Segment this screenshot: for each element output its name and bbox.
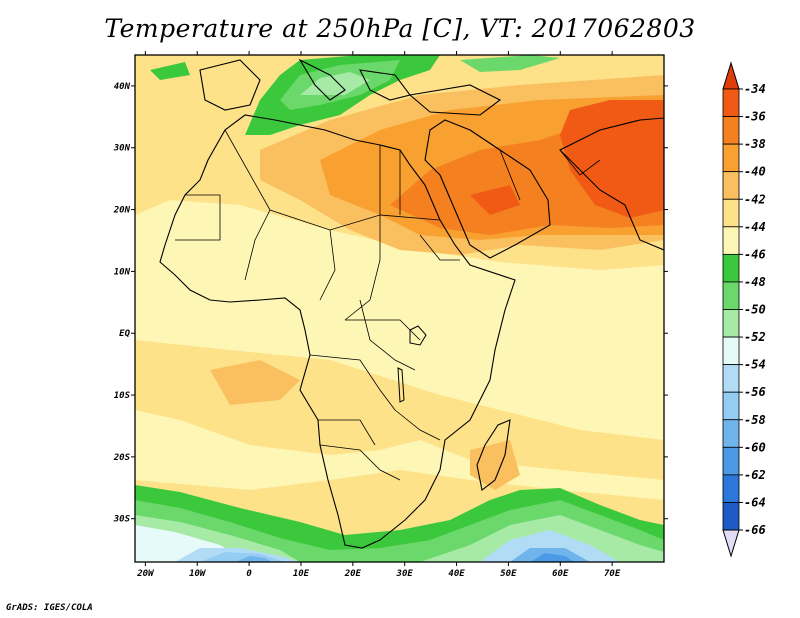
lon-tick-labels: 20W 10W 0 10E 20E 30E 40E 50E 60E 70E: [136, 51, 621, 579]
colorbar: -34 -36 -38 -40 -42 -44 -46 -48 -50 -52 -54 -56 -58 -…: [722, 61, 766, 558]
lon-tick-label: 30E: [396, 569, 414, 579]
colorbar-swatch: [722, 171, 740, 200]
arabia-coast: [424, 119, 551, 259]
colorbar-swatch: [722, 116, 740, 145]
lon-tick-label: 60E: [552, 569, 569, 579]
lat-tick-label: 10S: [114, 391, 131, 401]
coastlines: [159, 58, 664, 549]
temperature-field: [135, 55, 664, 562]
lat-tick-label: 30N: [113, 144, 131, 154]
turkey-coast: [408, 84, 502, 116]
south-asia-coast: [559, 117, 664, 251]
lon-tick-label: 20W: [136, 569, 155, 579]
country-borders: [175, 129, 601, 481]
lat-tick-label: EQ: [119, 329, 130, 339]
lat-tick-label: 30S: [113, 515, 131, 525]
colorbar-swatch: [722, 309, 740, 338]
greece-coast: [359, 69, 411, 101]
colorbar-swatch: [722, 88, 740, 117]
plot-frame: [134, 54, 665, 563]
colorbar-swatch: [722, 226, 740, 255]
colorbar-swatch: [722, 143, 740, 173]
lat-tick-label: 20S: [113, 453, 131, 463]
colorbar-label: -64: [744, 495, 766, 509]
colorbar-label: -38: [744, 137, 766, 151]
colorbar-label: -50: [744, 303, 766, 317]
field-cold-south-10: [530, 553, 575, 562]
lon-tick-label: 10E: [293, 569, 310, 579]
colorbar-swatch: [722, 419, 740, 448]
colorbar-label: -58: [744, 413, 766, 427]
field-cold-nw: [150, 62, 190, 80]
lon-tick-label: 70E: [604, 569, 621, 579]
colorbar-swatch: [722, 253, 740, 283]
grads-credit: GrADS: IGES/COLA: [6, 603, 93, 613]
lon-tick-label: 20E: [344, 569, 362, 579]
field-band-hot: [560, 100, 664, 218]
field-band-pale-south: [135, 410, 664, 500]
colorbar-label: -54: [744, 358, 766, 372]
colorbar-swatch: [722, 336, 740, 366]
colorbar-label: -42: [744, 192, 766, 206]
lat-tick-labels: 40N 30N 20N 10N EQ 10S 20S 30S: [113, 82, 668, 525]
lat-tick-label: 10N: [114, 267, 131, 277]
colorbar-swatch: [722, 198, 740, 228]
colorbar-swatch: [722, 502, 740, 531]
field-cold-north-3: [300, 72, 370, 95]
colorbar-swatch: [722, 446, 740, 476]
colorbar-swatch: [722, 364, 740, 393]
colorbar-label: -48: [744, 275, 766, 289]
colorbar-swatch: [722, 474, 740, 503]
lon-tick-label: 50E: [500, 569, 517, 579]
field-cold-ne: [460, 55, 560, 72]
iberia-coast: [199, 59, 261, 111]
chart-title: Temperature at 250hPa [C], VT: 201706280…: [104, 14, 696, 43]
field-cold-south-11: [235, 556, 272, 562]
colorbar-swatch: [722, 281, 740, 310]
colorbar-label: -46: [744, 247, 766, 261]
colorbar-label: -62: [744, 468, 766, 482]
colorbar-label: -52: [744, 330, 766, 344]
africa-coast: [159, 114, 516, 549]
colorbar-top-arrow: [722, 61, 740, 90]
italy-coast: [298, 58, 346, 101]
madagascar-coast: [476, 419, 511, 491]
colorbar-label: -36: [744, 110, 766, 124]
lat-tick-label: 20N: [113, 206, 131, 216]
colorbar-label: -40: [744, 165, 766, 179]
field-patch-hot: [470, 185, 520, 215]
field-patch-warm-1: [210, 360, 300, 405]
colorbar-label: -66: [744, 523, 766, 537]
lon-tick-label: 10W: [189, 569, 207, 579]
lakes: [397, 325, 427, 403]
colorbar-label: -60: [744, 440, 766, 454]
colorbar-swatch: [722, 391, 740, 421]
colorbar-bottom-arrow: [722, 529, 740, 558]
colorbar-label: -56: [744, 385, 766, 399]
colorbar-label: -34: [744, 82, 766, 96]
colorbar-label: -44: [744, 220, 766, 234]
field-cold-south-6: [480, 530, 620, 562]
lon-tick-label: 40E: [448, 569, 465, 579]
lat-tick-label: 40N: [114, 82, 131, 92]
lon-tick-label: 0: [246, 569, 252, 579]
